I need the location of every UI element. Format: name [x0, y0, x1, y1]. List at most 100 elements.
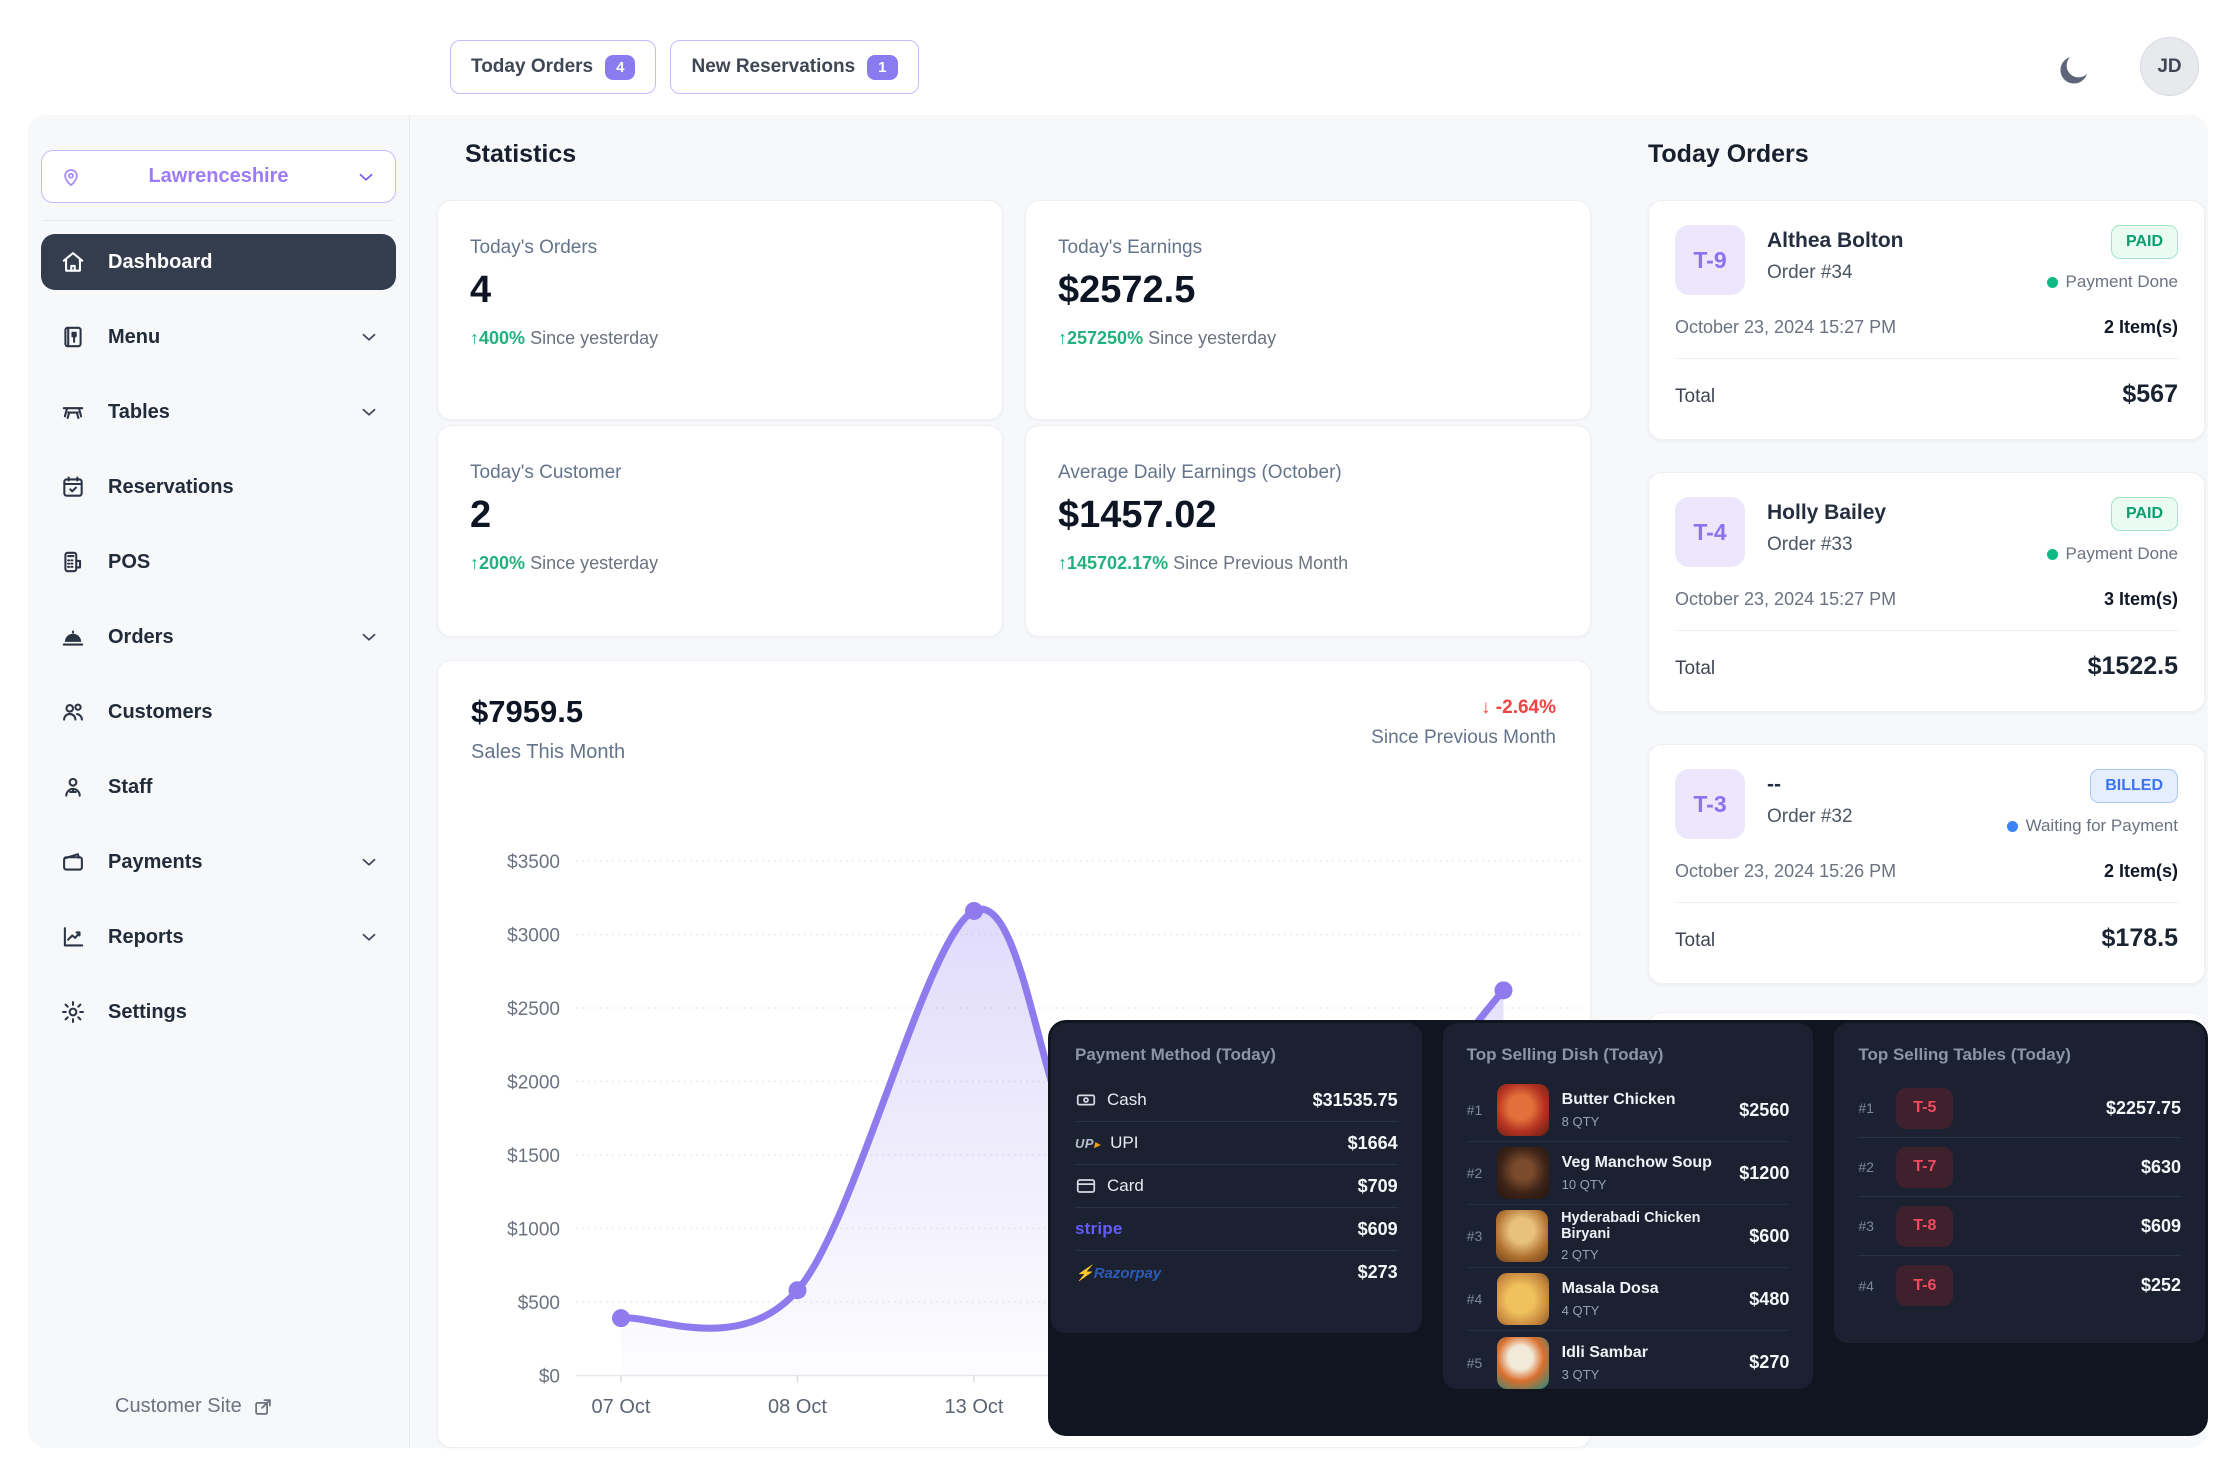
total-value: $1522.5: [2087, 652, 2178, 680]
statistics-title: Statistics: [465, 140, 577, 168]
stat-delta: ↑257250% Since yesterday: [1058, 328, 1558, 349]
chevron-down-icon: [362, 408, 376, 416]
sidebar-item-reservations[interactable]: Reservations: [41, 459, 396, 515]
sidebar-item-reports[interactable]: Reports: [41, 909, 396, 965]
delta-percent: 200%: [479, 553, 526, 573]
dish-rank: #5: [1466, 1354, 1483, 1371]
sales-total: $7959.5: [471, 694, 584, 729]
external-link-icon: [254, 1398, 271, 1415]
sales-delta-note: Since Previous Month: [1371, 727, 1556, 748]
dish-name: Veg Manchow Soup: [1561, 1154, 1712, 1171]
stat-label: Today's Earnings: [1058, 237, 1203, 258]
header-chips: Today Orders 4 New Reservations 1: [450, 40, 919, 94]
sidebar-item-label: Reservations: [108, 475, 234, 498]
sidebar-item-orders[interactable]: Orders: [41, 609, 396, 665]
order-card[interactable]: T-9 Althea Bolton Order #34 PAID Payment…: [1648, 200, 2205, 440]
payment-status-dot: [2046, 276, 2058, 288]
new-reservations-count-badge: 1: [867, 54, 898, 80]
panel-title: Top Selling Dish (Today): [1466, 1045, 1664, 1064]
delta-up-arrow: ↑: [470, 328, 479, 348]
stat-card-todays-customer: Today's Customer 2 ↑200% Since yesterday: [437, 425, 1003, 637]
sidebar-item-menu[interactable]: Menu: [41, 309, 396, 365]
svg-text:$2000: $2000: [507, 1073, 560, 1094]
panel-title: Payment Method (Today): [1075, 1045, 1276, 1064]
svg-text:$500: $500: [518, 1293, 560, 1314]
payment-row: Cash $31535.75: [1075, 1079, 1398, 1122]
payment-amount: $273: [1357, 1262, 1398, 1282]
total-value: $567: [2122, 380, 2178, 408]
dish-name: Masala Dosa: [1561, 1280, 1659, 1297]
today-orders-title: Today Orders: [1648, 140, 1809, 168]
svg-text:13 Oct: 13 Oct: [945, 1396, 1004, 1418]
dark-mode-toggle[interactable]: [2052, 48, 2096, 92]
stat-delta: ↑400% Since yesterday: [470, 328, 970, 349]
table-row: #3 T-8 $609: [1858, 1197, 2182, 1256]
payment-status-dot: [2006, 820, 2018, 832]
delta-up-arrow: ↑: [1058, 553, 1067, 573]
sidebar-item-pos[interactable]: POS: [41, 534, 396, 590]
sidebar-item-label: Menu: [108, 325, 161, 348]
dish-price: $270: [1749, 1352, 1790, 1372]
order-items-count: 3 Item(s): [2103, 589, 2178, 609]
sales-delta: ↓ -2.64%: [1481, 697, 1556, 719]
sidebar-item-staff[interactable]: Staff: [41, 759, 396, 815]
table-icon: [62, 407, 84, 419]
dish-qty: 4 QTY: [1561, 1303, 1600, 1318]
sidebar-item-dashboard[interactable]: Dashboard: [41, 234, 396, 290]
delta-percent: 257250%: [1067, 328, 1144, 348]
delta-note: Since yesterday: [1148, 328, 1277, 348]
customer-site-label: Customer Site: [115, 1395, 242, 1417]
new-reservations-button[interactable]: New Reservations 1: [670, 40, 919, 94]
delta-percent: -2.64%: [1495, 697, 1556, 718]
svg-text:$1000: $1000: [507, 1220, 560, 1241]
location-selector[interactable]: Lawrenceshire: [41, 150, 396, 203]
sidebar-item-customers[interactable]: Customers: [41, 684, 396, 740]
stat-value: $1457.02: [1058, 494, 1217, 536]
svg-text:07 Oct: 07 Oct: [592, 1396, 651, 1418]
order-card[interactable]: T-3 -- Order #32 BILLED Waiting for Paym…: [1648, 744, 2205, 984]
user-avatar[interactable]: JD: [2140, 37, 2199, 96]
table-rank: #1: [1858, 1100, 1874, 1116]
dish-row: #1 Butter Chicken 8 QTY $2560: [1466, 1079, 1790, 1142]
chevron-down-icon: [362, 858, 376, 866]
stat-delta: ↑200% Since yesterday: [470, 553, 970, 574]
payment-method-label: Card: [1107, 1176, 1144, 1195]
chevron-down-icon: [359, 173, 373, 181]
sidebar-item-label: Orders: [108, 625, 174, 648]
sidebar-item-payments[interactable]: Payments: [41, 834, 396, 890]
dish-name: Idli Sambar: [1561, 1343, 1648, 1361]
dish-rank: #4: [1466, 1291, 1483, 1307]
stat-delta: ↑145702.17% Since Previous Month: [1058, 553, 1558, 574]
table-chip: T-5: [1896, 1087, 1954, 1129]
payment-row: Card $709: [1075, 1165, 1398, 1208]
today-orders-button[interactable]: Today Orders 4: [450, 40, 657, 94]
table-amount: $630: [2140, 1156, 2182, 1177]
sidebar-item-tables[interactable]: Tables: [41, 384, 396, 440]
table-row: #1 T-5 $2257.75: [1858, 1079, 2182, 1138]
delta-percent: 400%: [479, 328, 526, 348]
chevron-down-icon: [362, 333, 376, 341]
total-value: $178.5: [2101, 924, 2178, 952]
sidebar-item-label: Payments: [108, 850, 203, 873]
payment-status-text: Waiting for Payment: [2025, 816, 2178, 835]
delta-up-arrow: ↑: [470, 553, 479, 573]
dish-qty: 8 QTY: [1561, 1114, 1600, 1129]
stat-value: $2572.5: [1058, 269, 1196, 311]
payment-row: ⚡Razorpay $273: [1075, 1251, 1398, 1294]
dish-row: #5 Idli Sambar 3 QTY $270: [1466, 1331, 1790, 1394]
customer-site-link[interactable]: Customer Site: [115, 1395, 274, 1418]
dish-qty: 10 QTY: [1561, 1177, 1607, 1192]
stat-value: 4: [470, 269, 492, 311]
delta-note: Since yesterday: [530, 553, 659, 573]
insights-overlay: Payment Method (Today) Cash $31535.75 UP…: [1048, 1020, 2208, 1436]
cash-icon: [1076, 1094, 1096, 1106]
payment-row: stripe $609: [1075, 1208, 1398, 1251]
sidebar-item-settings[interactable]: Settings: [41, 984, 396, 1040]
stat-label: Today's Orders: [470, 237, 598, 258]
payment-method-label: UPI: [1110, 1133, 1139, 1152]
dish-photo: [1496, 1210, 1549, 1262]
delta-up-arrow: ↑: [1058, 328, 1067, 348]
sidebar: Lawrenceshire Dashboard Menu Tables Rese…: [28, 115, 410, 1448]
table-chip: T-6: [1896, 1265, 1954, 1306]
order-card[interactable]: T-4 Holly Bailey Order #33 PAID Payment …: [1648, 472, 2205, 712]
